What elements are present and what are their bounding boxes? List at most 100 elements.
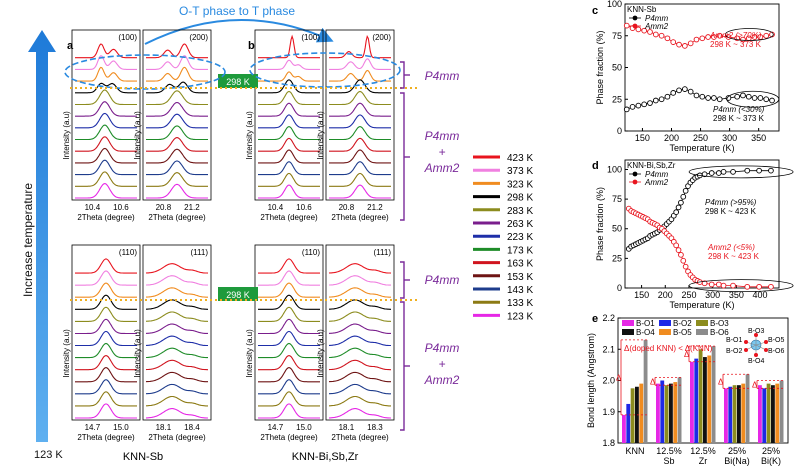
temperature-arrow-bottom: 123 K [34, 449, 63, 461]
data-point [682, 187, 689, 194]
xrd-trace [258, 270, 320, 286]
bar [643, 339, 648, 443]
bar [775, 383, 780, 443]
box-298k-bottom: 298 K [218, 287, 258, 301]
xrd-trace [258, 59, 320, 70]
y-axis-label: Intensity (a.u) [62, 329, 71, 378]
phase-label-mix-top-1: P4mm [425, 129, 460, 143]
xrd-trace [329, 287, 391, 298]
y-axis-label: Intensity (a.u) [245, 329, 254, 378]
temperature-arrow [28, 30, 56, 442]
legend-label: Amm2 [644, 178, 669, 187]
bar [741, 383, 746, 443]
legend-label: B-O2 [673, 319, 692, 328]
legend-swatch [696, 329, 708, 335]
xrd-trace [75, 355, 137, 371]
xrd-trace [258, 126, 320, 141]
bar [737, 385, 741, 443]
legend-swatch [696, 320, 708, 326]
data-point [680, 193, 687, 200]
xrd-trace [146, 113, 208, 129]
xrd-trace [75, 318, 137, 335]
annotation: 298 K ~ 423 K [705, 207, 757, 216]
data-point [678, 199, 684, 206]
data-point [664, 35, 671, 42]
xrd-trace [329, 58, 391, 70]
data-point [715, 281, 722, 288]
data-point [676, 41, 682, 48]
bar [635, 386, 639, 443]
data-point [745, 93, 752, 100]
phase-transition-label: O-T phase to T phase [179, 4, 295, 18]
data-point [705, 95, 711, 101]
x-tick-label: 12.5% [656, 446, 682, 456]
xrd-trace [75, 258, 137, 274]
x-tick-label: 10.6 [113, 203, 129, 212]
bar [724, 388, 728, 443]
inset-label: B-O2 [726, 348, 742, 355]
chart-d: 150 200 250 300 350 400 0 25 50 75 100 Temperature … [595, 159, 794, 310]
xrd-trace [75, 330, 137, 347]
xrd-trace [258, 318, 320, 335]
y-axis-label: Intensity (a.u) [133, 329, 142, 378]
data-point [687, 88, 694, 95]
x-axis-label: Temperature (K) [669, 300, 734, 310]
legend-marker [632, 179, 638, 185]
xrd-trace [146, 383, 208, 395]
data-point [720, 282, 727, 289]
xrd-trace [75, 136, 137, 152]
y-tick-label: 50 [612, 63, 622, 73]
y-tick-label: 2.2 [602, 313, 615, 323]
chart-c: 150 200 250 300 350 0 25 50 75 100 Temperature (K)… [595, 0, 780, 153]
legend-marker [632, 23, 638, 29]
xrd-trace [329, 90, 391, 106]
data-point [680, 257, 687, 264]
xrd-trace [258, 294, 320, 310]
x-tick-label: 400 [753, 290, 768, 300]
legend-label: 173 K [507, 245, 533, 256]
phase-label-mix-top-2: + [438, 145, 445, 159]
bar [694, 358, 699, 443]
data-point [734, 93, 741, 100]
bar [745, 374, 750, 443]
xrd-trace [329, 79, 391, 94]
annotation: 298 K ~ 373 K [710, 40, 762, 49]
peak-label: (100) [118, 33, 137, 42]
y-axis-label: Intensity (a.u) [133, 111, 142, 160]
x-tick-label: 250 [693, 133, 708, 143]
x-axis-label: 2Theta (degree) [260, 213, 318, 222]
chart-title: KNN-Bi,Sb,Zr [627, 161, 676, 170]
xrd-trace [329, 137, 391, 152]
data-point [670, 90, 677, 96]
xrd-trace [75, 112, 137, 129]
xrd-trace [75, 101, 137, 117]
xrd-trace [329, 184, 391, 199]
x-tick-label: 14.7 [85, 423, 101, 432]
xrd-trace [75, 270, 137, 286]
data-point [675, 204, 682, 211]
xrd-trace [145, 323, 208, 334]
y-tick-label: 25 [612, 94, 622, 104]
legend-label: B-O3 [710, 319, 729, 328]
bar [728, 386, 733, 443]
phase-label-mix-bot-1: P4mm [425, 341, 460, 355]
xrd-trace [258, 391, 320, 407]
xrd-trace [146, 299, 208, 310]
bar [656, 383, 660, 443]
data-point [701, 280, 708, 287]
data-point [740, 92, 746, 99]
data-point [682, 43, 688, 49]
xrd-trace [146, 335, 208, 347]
bar [673, 382, 678, 443]
data-point [629, 104, 636, 110]
data-point [708, 281, 715, 288]
legend-marker [632, 171, 638, 177]
data-point [705, 34, 711, 40]
y-axis-label: Phase fraction (%) [595, 30, 605, 104]
data-point [699, 35, 706, 42]
y-tick-label: 1.9 [602, 407, 615, 417]
data-point [711, 95, 717, 101]
inset-label: B-O4 [748, 358, 764, 365]
y-tick-label: 2.1 [602, 344, 615, 354]
